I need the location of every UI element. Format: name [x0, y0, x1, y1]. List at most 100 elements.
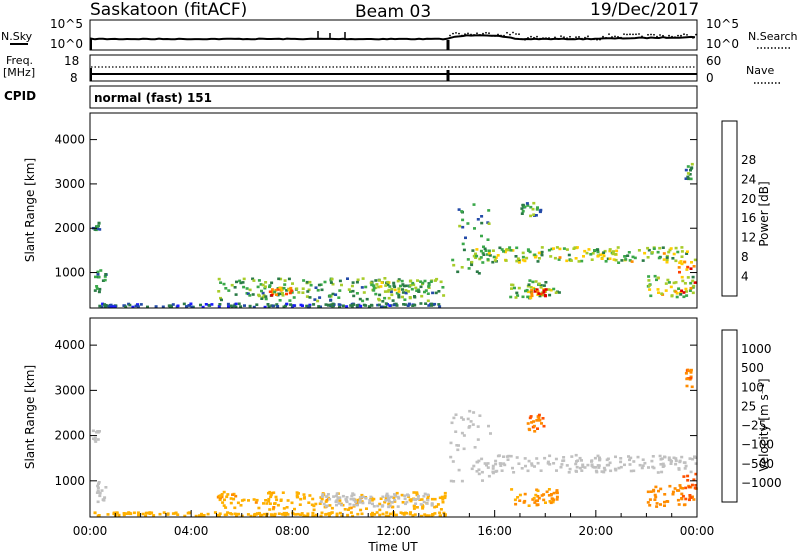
data-cell: [689, 368, 693, 372]
data-cell: [443, 496, 447, 500]
data-cell: [386, 283, 390, 287]
data-cell: [670, 459, 673, 463]
data-cell: [286, 499, 290, 502]
data-cell: [276, 305, 280, 308]
data-cell: [373, 513, 377, 516]
noise-search-dot: [485, 31, 487, 34]
power-y-axis-label: Slant Range [km]: [23, 158, 37, 262]
data-cell: [316, 289, 320, 292]
data-cell: [533, 430, 537, 433]
data-cell: [661, 462, 665, 466]
data-cell: [510, 287, 513, 290]
data-cell: [381, 512, 385, 516]
data-cell: [518, 499, 522, 502]
data-cell: [126, 512, 130, 515]
data-cell: [479, 256, 483, 259]
data-cell: [614, 258, 618, 262]
data-cell: [412, 507, 416, 510]
data-cell: [542, 291, 546, 294]
data-cell: [97, 290, 101, 294]
data-cell: [273, 502, 276, 505]
data-cell: [103, 303, 107, 306]
data-cell: [460, 266, 464, 269]
data-cell: [282, 511, 286, 515]
data-cell: [690, 385, 694, 389]
data-cell: [590, 258, 594, 261]
data-cell: [641, 259, 645, 262]
data-cell: [161, 305, 165, 309]
data-cell: [669, 285, 673, 289]
data-cell: [334, 494, 338, 498]
data-cell: [517, 261, 521, 264]
data-cell: [171, 303, 175, 306]
data-cell: [500, 469, 504, 472]
data-cell: [648, 288, 652, 291]
data-cell: [386, 280, 390, 284]
data-cell: [640, 466, 644, 470]
data-cell: [481, 251, 485, 255]
data-cell: [436, 503, 440, 506]
noise-sky-label: N.Sky: [1, 30, 33, 43]
data-cell: [539, 292, 543, 296]
data-cell: [577, 260, 581, 263]
data-cell: [279, 498, 283, 502]
data-cell: [233, 286, 237, 289]
velocity-colorbar: 1000 500 100 25 −25 −100 −500 −1000: [721, 329, 782, 503]
colorbar-tick-label: 25: [741, 399, 756, 413]
noise-search-dot: [689, 36, 691, 39]
data-cell: [349, 497, 353, 501]
data-cell: [672, 456, 676, 460]
data-cell: [473, 446, 477, 449]
data-cell: [684, 486, 688, 490]
data-cell: [619, 465, 623, 469]
noise-search-dot: [650, 33, 652, 36]
data-cell: [473, 227, 476, 230]
data-cell: [106, 513, 110, 516]
data-cell: [285, 292, 288, 296]
data-cell: [535, 503, 539, 506]
data-cell: [532, 201, 536, 205]
data-cell: [122, 304, 126, 307]
data-cell: [301, 304, 304, 307]
data-cell: [387, 505, 391, 509]
data-cell: [97, 514, 101, 517]
data-cell: [370, 283, 374, 287]
data-cell: [455, 444, 459, 447]
data-cell: [591, 252, 595, 255]
data-cell: [688, 457, 692, 460]
data-cell: [324, 303, 328, 306]
data-cell: [559, 465, 563, 469]
data-cell: [582, 255, 585, 258]
data-cell: [493, 259, 497, 262]
data-cell: [596, 248, 600, 252]
data-cell: [686, 175, 690, 179]
data-cell: [280, 288, 284, 291]
data-cell: [103, 275, 107, 278]
data-cell: [96, 431, 100, 434]
data-cell: [409, 511, 412, 514]
data-cell: [210, 303, 214, 306]
data-cell: [257, 512, 261, 515]
data-cell: [570, 455, 574, 458]
data-cell: [386, 496, 390, 500]
data-cell: [369, 513, 373, 516]
data-cell: [239, 504, 243, 507]
data-cell: [655, 278, 658, 282]
noise-search-dot: [662, 34, 664, 37]
data-cell: [385, 492, 389, 496]
data-cell: [547, 494, 551, 497]
data-cell: [93, 289, 97, 292]
data-cell: [623, 255, 627, 258]
data-cell: [281, 291, 284, 295]
data-cell: [638, 463, 642, 467]
noise-search-dot: [641, 35, 643, 38]
data-cell: [350, 304, 354, 308]
data-cell: [457, 208, 461, 211]
data-cell: [549, 288, 553, 292]
data-cell: [656, 276, 660, 280]
freq-label: Freq.: [6, 54, 33, 67]
data-cell: [352, 503, 356, 507]
data-cell: [457, 444, 460, 447]
data-cell: [217, 290, 221, 293]
data-cell: [326, 493, 330, 496]
